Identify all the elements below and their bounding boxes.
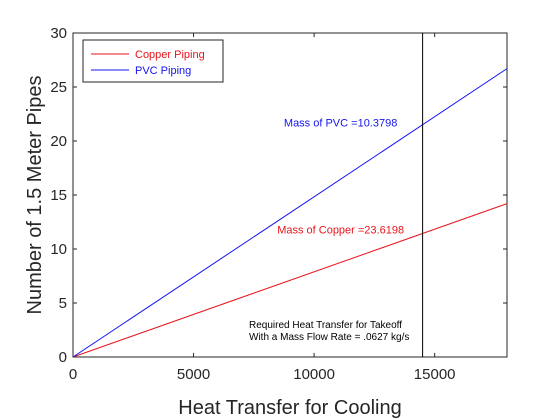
series-line-pvc-piping (72, 68, 508, 358)
legend-label: Copper Piping (135, 49, 205, 61)
plot-area (72, 32, 508, 358)
y-tick-label: 20 (50, 133, 67, 150)
note-line: Required Heat Transfer for Takeoff (249, 320, 402, 331)
y-tick-label: 30 (50, 25, 67, 42)
y-tick-label: 5 (59, 295, 67, 312)
x-tick-label: 15000 (414, 366, 456, 383)
note-line: With a Mass Flow Rate = .0627 kg/s (249, 332, 409, 343)
x-tick-label: 5000 (177, 366, 210, 383)
x-tick-label: 0 (69, 366, 77, 383)
annotation-label: Mass of Copper =23.6198 (277, 225, 404, 237)
annotation-label: Mass of PVC =10.3798 (284, 118, 397, 130)
y-tick-label: 0 (59, 349, 67, 366)
y-tick-label: 10 (50, 241, 67, 258)
y-tick-label: 15 (50, 187, 67, 204)
y-tick-label: 25 (50, 79, 67, 96)
legend-label: PVC Piping (135, 65, 191, 77)
y-axis-title: Number of 1.5 Meter Pipes (24, 76, 46, 315)
x-tick-label: 10000 (293, 366, 335, 383)
series-line-copper-piping (72, 203, 508, 358)
x-axis-title: Heat Transfer for Cooling (178, 397, 401, 419)
legend-box (82, 39, 224, 83)
